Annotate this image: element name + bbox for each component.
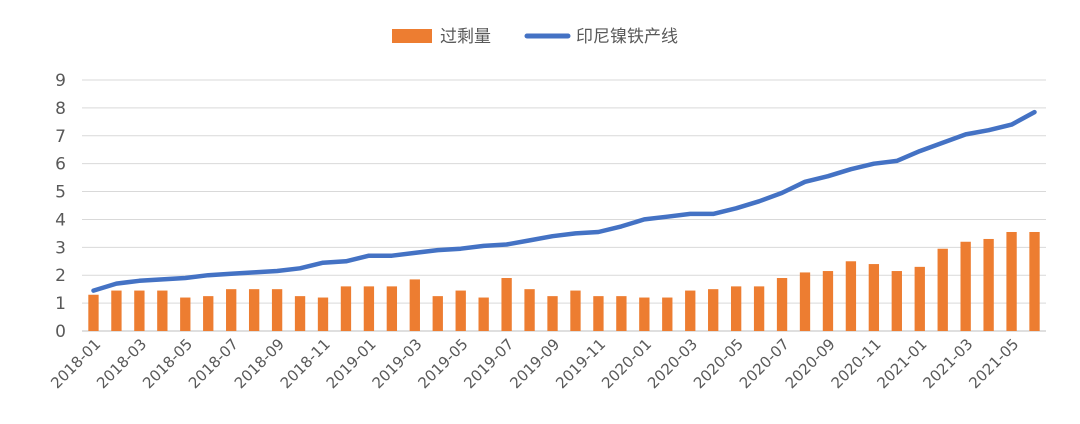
bar bbox=[776, 278, 788, 331]
x-tick-label: 2018-03 bbox=[93, 335, 150, 392]
legend-label-bar: 过剩量 bbox=[440, 27, 491, 47]
bar-series bbox=[88, 231, 1040, 331]
bar bbox=[88, 294, 99, 331]
bar bbox=[409, 279, 420, 331]
bar bbox=[570, 290, 581, 331]
x-tick-label: 2019-05 bbox=[414, 335, 471, 392]
x-tick-label: 2021-03 bbox=[919, 335, 976, 392]
bar bbox=[639, 297, 650, 331]
bar bbox=[363, 286, 375, 331]
legend-label-line: 印尼镍铁产线 bbox=[576, 27, 678, 47]
bar bbox=[822, 271, 834, 331]
x-tick-label: 2020-01 bbox=[598, 335, 655, 392]
bar bbox=[455, 290, 466, 331]
bar bbox=[203, 296, 214, 331]
y-tick-label: 9 bbox=[55, 71, 66, 91]
x-tick-label: 2020-05 bbox=[690, 335, 747, 392]
bar bbox=[524, 289, 535, 331]
bar bbox=[386, 286, 398, 331]
series-line bbox=[91, 109, 1037, 293]
bar bbox=[180, 297, 191, 331]
bar bbox=[960, 241, 971, 331]
x-tick-label: 2018-11 bbox=[277, 335, 334, 392]
bar bbox=[547, 296, 558, 331]
bar bbox=[868, 264, 880, 331]
legend: 过剩量 印尼镍铁产线 bbox=[392, 27, 678, 47]
x-tick-label: 2018-05 bbox=[139, 335, 196, 392]
y-tick-label: 5 bbox=[55, 183, 66, 203]
x-tick-label: 2019-07 bbox=[460, 335, 517, 392]
bar bbox=[294, 296, 306, 331]
bar bbox=[317, 297, 329, 331]
bar bbox=[501, 278, 512, 331]
bar bbox=[432, 296, 443, 331]
y-tick-label: 6 bbox=[55, 155, 66, 175]
bar bbox=[1029, 231, 1040, 331]
line-series bbox=[91, 109, 1037, 293]
y-tick-label: 2 bbox=[55, 266, 66, 286]
x-tick-label: 2019-11 bbox=[552, 335, 609, 392]
x-tick-label: 2020-09 bbox=[782, 335, 839, 392]
bar bbox=[799, 272, 811, 331]
x-axis-ticks: 2018-012018-032018-052018-072018-092018-… bbox=[47, 335, 1022, 392]
bar bbox=[753, 286, 765, 331]
x-tick-label: 2020-03 bbox=[644, 335, 701, 392]
x-tick-label: 2019-09 bbox=[506, 335, 563, 392]
y-axis-ticks: 0 1 2 3 4 5 6 7 8 9 bbox=[55, 71, 66, 342]
bar bbox=[616, 296, 627, 331]
x-tick-label: 2020-11 bbox=[828, 335, 885, 392]
bar bbox=[937, 248, 948, 331]
legend-swatch-bar bbox=[392, 29, 432, 43]
y-tick-label: 0 bbox=[55, 322, 66, 342]
bar bbox=[891, 271, 902, 331]
y-tick-label: 1 bbox=[55, 294, 66, 314]
bar bbox=[478, 297, 489, 331]
x-tick-label: 2020-07 bbox=[736, 335, 793, 392]
bar bbox=[340, 286, 352, 331]
x-tick-label: 2018-09 bbox=[231, 335, 288, 392]
bar bbox=[983, 238, 994, 331]
bar bbox=[157, 290, 168, 331]
x-tick-label: 2019-03 bbox=[369, 335, 426, 392]
x-tick-label: 2021-05 bbox=[965, 335, 1022, 392]
bar bbox=[248, 289, 260, 331]
bar bbox=[134, 290, 145, 331]
bar bbox=[1006, 231, 1017, 331]
x-tick-label: 2018-01 bbox=[47, 335, 104, 392]
bar bbox=[111, 290, 122, 331]
bar bbox=[845, 261, 857, 331]
bar bbox=[730, 286, 742, 331]
bar bbox=[708, 289, 719, 331]
y-tick-label: 4 bbox=[55, 210, 66, 230]
bar bbox=[685, 290, 696, 331]
y-tick-label: 3 bbox=[55, 238, 66, 258]
x-tick-label: 2021-01 bbox=[874, 335, 931, 392]
y-tick-label: 8 bbox=[55, 99, 66, 119]
bar bbox=[271, 289, 283, 331]
bar bbox=[914, 266, 925, 331]
x-tick-label: 2019-01 bbox=[323, 335, 380, 392]
bar bbox=[593, 296, 604, 331]
x-tick-label: 2018-07 bbox=[185, 335, 242, 392]
bar bbox=[226, 289, 237, 331]
bar bbox=[662, 297, 673, 331]
y-tick-label: 7 bbox=[55, 127, 66, 147]
